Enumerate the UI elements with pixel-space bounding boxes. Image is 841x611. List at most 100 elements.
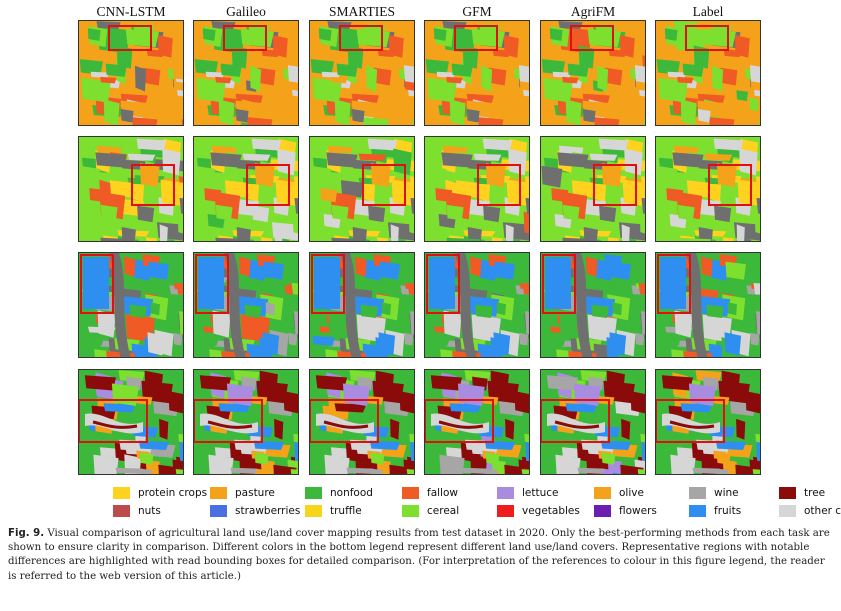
land-cover-map <box>541 370 645 474</box>
highlight-box <box>246 164 290 206</box>
land-cover-map <box>310 370 414 474</box>
highlight-box <box>79 399 148 443</box>
legend-label: flowers <box>619 505 657 517</box>
map-tile <box>424 369 530 475</box>
land-cover-map <box>656 137 760 241</box>
highlight-box <box>108 25 152 51</box>
legend-label: nuts <box>138 505 161 517</box>
map-tile <box>540 369 646 475</box>
legend-label: protein crops <box>138 487 208 499</box>
highlight-box <box>131 164 175 206</box>
method-header: GFM <box>462 4 492 19</box>
highlight-box <box>656 399 725 443</box>
legend-item: truffle <box>305 502 362 520</box>
legend-label: tree <box>804 487 826 499</box>
legend-swatch <box>113 505 130 517</box>
legend-swatch <box>113 487 130 499</box>
highlight-box <box>593 164 637 206</box>
land-cover-map <box>79 253 183 357</box>
highlight-box <box>570 25 614 51</box>
figure-caption: Fig. 9. Visual comparison of agricultura… <box>8 527 834 584</box>
legend-label: truffle <box>330 505 362 517</box>
method-header: AgriFM <box>570 4 616 19</box>
land-cover-map <box>194 21 298 125</box>
map-tile <box>193 369 299 475</box>
legend-item: vegetables <box>497 502 580 520</box>
legend-label: lettuce <box>522 487 559 499</box>
land-cover-map <box>310 253 414 357</box>
legend-item: lettuce <box>497 484 559 502</box>
legend: protein crops nuts pasture strawberries nonf… <box>0 481 841 521</box>
highlight-box <box>311 254 345 314</box>
highlight-box <box>542 254 576 314</box>
map-tile <box>655 369 761 475</box>
land-cover-map <box>310 137 414 241</box>
legend-item: tree <box>779 484 825 502</box>
land-cover-map <box>541 137 645 241</box>
highlight-box <box>195 254 229 314</box>
land-cover-map <box>194 253 298 357</box>
map-tile <box>78 136 184 242</box>
map-tile <box>655 136 761 242</box>
highlight-box <box>426 254 460 314</box>
map-tile <box>193 252 299 358</box>
map-tile <box>424 20 530 126</box>
legend-label: wine <box>714 487 739 499</box>
highlight-box <box>477 164 521 206</box>
caption-label: Fig. 9. <box>8 528 45 539</box>
land-cover-map <box>194 370 298 474</box>
legend-swatch <box>779 505 796 517</box>
legend-item: wine <box>689 484 739 502</box>
legend-swatch <box>210 487 227 499</box>
map-tile <box>193 20 299 126</box>
legend-label: fallow <box>427 487 458 499</box>
map-tile <box>78 369 184 475</box>
legend-label: olive <box>619 487 644 499</box>
map-tile <box>540 252 646 358</box>
legend-label: cereal <box>427 505 460 517</box>
legend-label: strawberries <box>235 505 301 517</box>
legend-swatch <box>402 487 419 499</box>
highlight-box <box>339 25 383 51</box>
map-tile <box>655 20 761 126</box>
land-cover-map <box>656 370 760 474</box>
method-header: Label <box>692 4 724 19</box>
map-tile <box>309 20 415 126</box>
legend-item: nonfood <box>305 484 373 502</box>
highlight-box <box>223 25 267 51</box>
highlight-box <box>541 399 610 443</box>
legend-swatch <box>689 487 706 499</box>
legend-swatch <box>305 487 322 499</box>
legend-swatch <box>594 505 611 517</box>
legend-label: other crops <box>804 505 841 517</box>
map-tile <box>655 252 761 358</box>
land-cover-map <box>310 21 414 125</box>
land-cover-map <box>79 370 183 474</box>
land-cover-map <box>541 253 645 357</box>
highlight-box <box>454 25 498 51</box>
legend-item: fallow <box>402 484 458 502</box>
legend-item: olive <box>594 484 644 502</box>
map-tile <box>424 252 530 358</box>
legend-item: flowers <box>594 502 657 520</box>
legend-swatch <box>210 505 227 517</box>
legend-item: protein crops <box>113 484 207 502</box>
land-cover-map <box>425 137 529 241</box>
legend-label: vegetables <box>522 505 580 517</box>
legend-item: strawberries <box>210 502 300 520</box>
land-cover-map <box>194 137 298 241</box>
map-tile <box>309 136 415 242</box>
legend-label: pasture <box>235 487 275 499</box>
highlight-box <box>657 254 691 314</box>
legend-swatch <box>402 505 419 517</box>
map-tile <box>540 20 646 126</box>
legend-label: fruits <box>714 505 742 517</box>
map-tile <box>309 369 415 475</box>
map-tile <box>424 136 530 242</box>
land-cover-map <box>656 253 760 357</box>
land-cover-map <box>656 21 760 125</box>
map-tile <box>193 136 299 242</box>
land-cover-map <box>425 21 529 125</box>
legend-item: cereal <box>402 502 459 520</box>
legend-item: nuts <box>113 502 161 520</box>
